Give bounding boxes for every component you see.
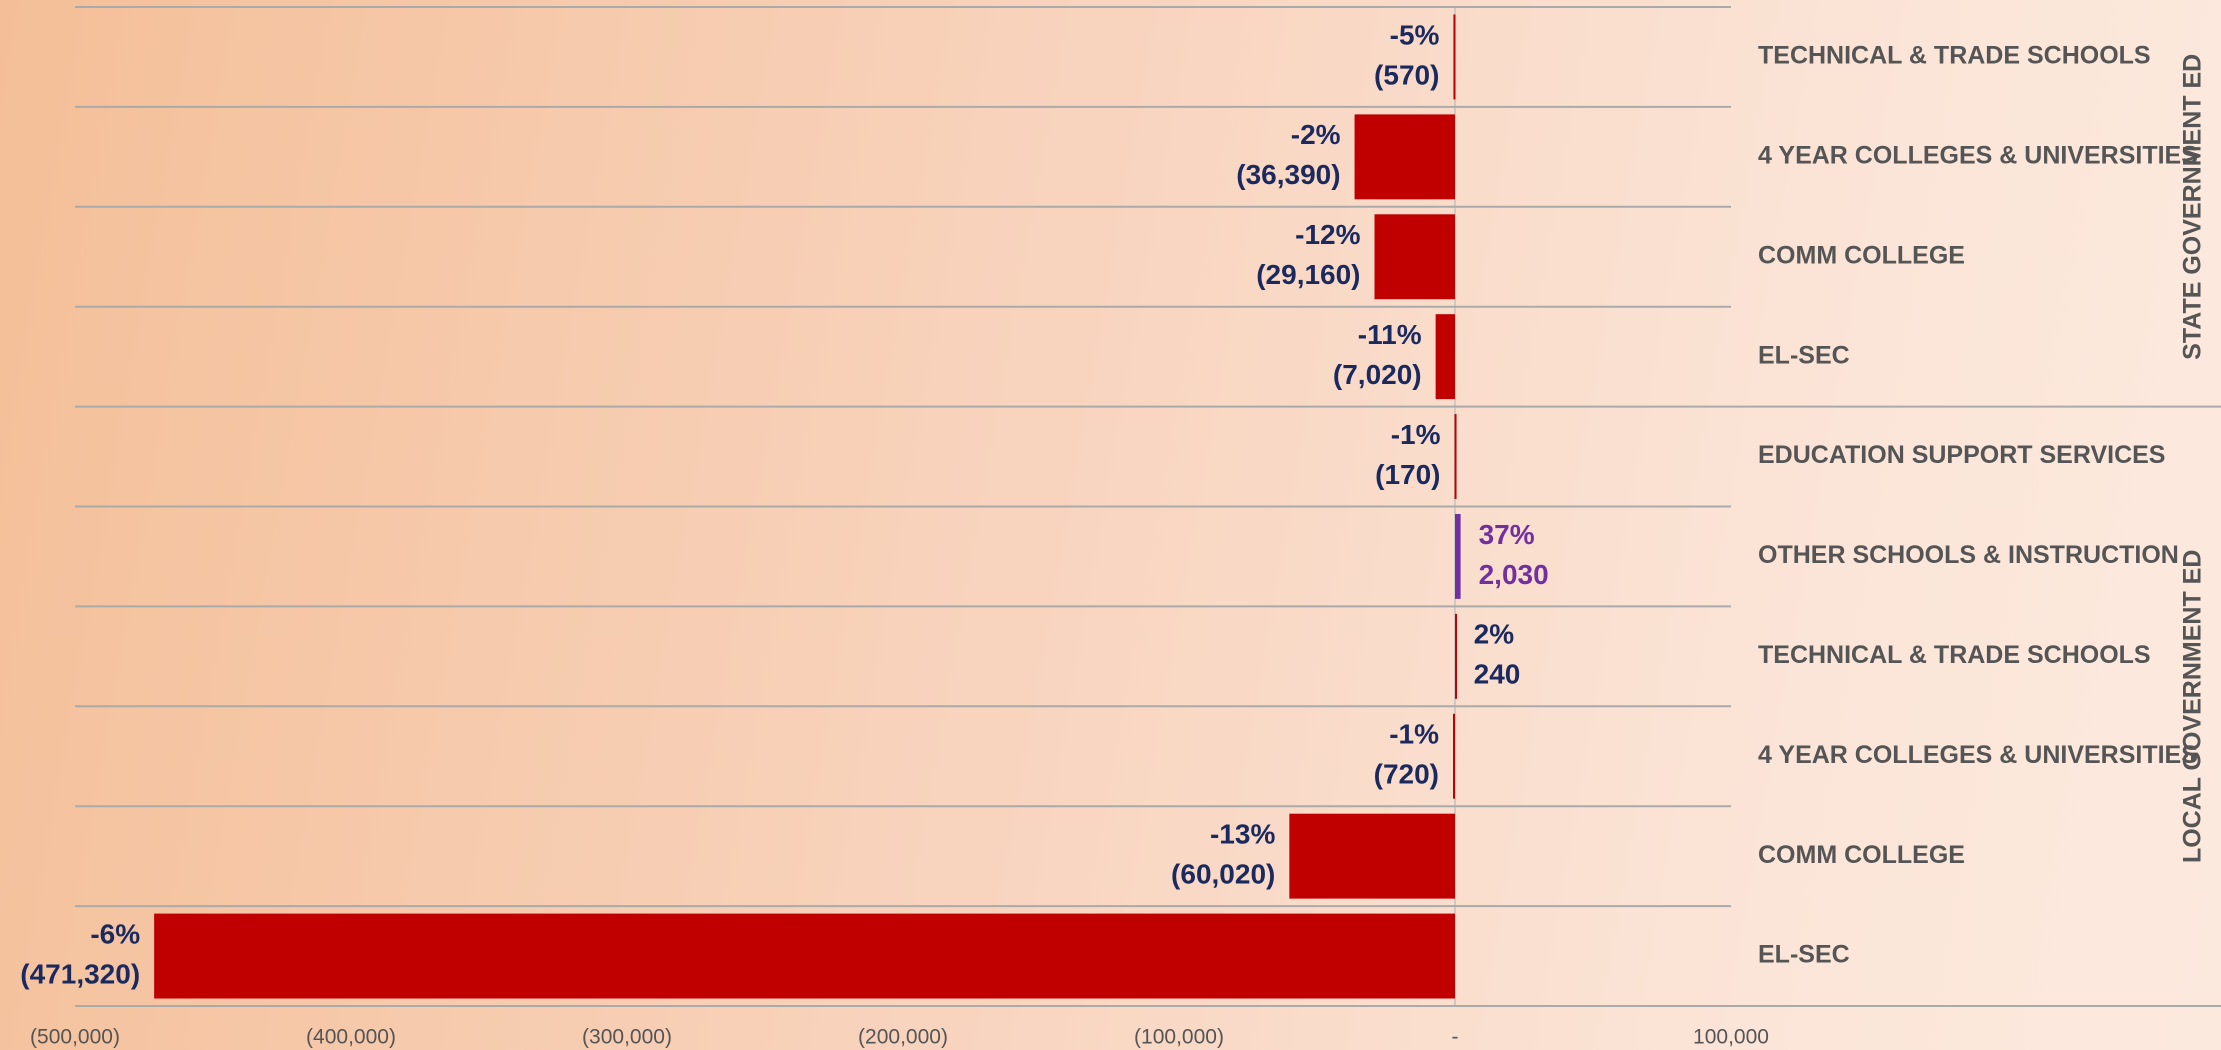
- category-label: EL-SEC: [1758, 941, 1850, 969]
- value-label: (570): [1374, 59, 1439, 90]
- bar: [1453, 713, 1456, 799]
- value-label: (36,390): [1236, 159, 1340, 190]
- group-label: STATE GOVERNMENT ED: [2179, 54, 2207, 360]
- percent-label: -5%: [1390, 19, 1440, 50]
- x-tick-label: (400,000): [306, 1026, 396, 1049]
- value-label: (471,320): [20, 958, 140, 989]
- percent-label: -11%: [1358, 319, 1422, 350]
- x-tick-label: (200,000): [858, 1026, 948, 1049]
- percent-label: -12%: [1295, 219, 1360, 250]
- percent-label: -2%: [1291, 119, 1341, 150]
- value-label: (7,020): [1333, 359, 1422, 390]
- percent-label: -13%: [1210, 819, 1275, 850]
- value-label: (29,160): [1256, 259, 1360, 290]
- bar: [1453, 14, 1456, 100]
- category-label: TECHNICAL & TRADE SCHOOLS: [1758, 641, 2151, 669]
- bar: [154, 913, 1456, 999]
- percent-label: -6%: [90, 918, 140, 949]
- group-label: LOCAL GOVERNMENT ED: [2179, 550, 2207, 863]
- category-label: TECHNICAL & TRADE SCHOOLS: [1758, 42, 2151, 70]
- category-label: 4 YEAR COLLEGES & UNIVERSITIES: [1758, 141, 2198, 169]
- bar: [1454, 414, 1457, 500]
- category-label: EL-SEC: [1758, 341, 1850, 369]
- percent-label: -1%: [1389, 719, 1439, 750]
- x-tick-label: (500,000): [30, 1026, 120, 1049]
- bar: [1455, 613, 1457, 699]
- category-label: OTHER SCHOOLS & INSTRUCTION: [1758, 541, 2179, 569]
- bar: [1354, 114, 1455, 200]
- percent-label: 2%: [1474, 619, 1515, 650]
- bar: [1289, 813, 1455, 899]
- category-label: EDUCATION SUPPORT SERVICES: [1758, 441, 2165, 469]
- value-label: (720): [1374, 759, 1439, 790]
- value-label: 2,030: [1479, 559, 1549, 590]
- percent-label: 37%: [1479, 519, 1535, 550]
- x-tick-label: (300,000): [582, 1026, 672, 1049]
- value-label: 240: [1474, 659, 1521, 690]
- value-label: (60,020): [1171, 859, 1275, 890]
- value-label: (170): [1375, 459, 1440, 490]
- x-tick-label: -: [1452, 1026, 1459, 1049]
- bar: [1455, 513, 1461, 599]
- x-tick-label: (100,000): [1134, 1026, 1224, 1049]
- percent-label: -1%: [1391, 419, 1441, 450]
- bar: [1435, 314, 1455, 400]
- category-label: COMM COLLEGE: [1758, 241, 1965, 269]
- x-tick-label: 100,000: [1693, 1026, 1769, 1049]
- bar: [1374, 214, 1455, 300]
- category-label: COMM COLLEGE: [1758, 841, 1965, 869]
- category-label: 4 YEAR COLLEGES & UNIVERSITIES: [1758, 741, 2198, 769]
